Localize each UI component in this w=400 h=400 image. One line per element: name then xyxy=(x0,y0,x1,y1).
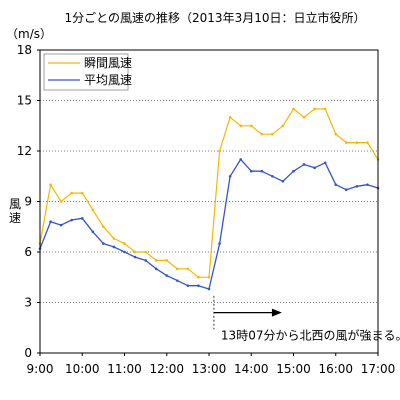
data-point-0 xyxy=(102,225,105,229)
data-point-0 xyxy=(91,208,95,212)
data-point-0 xyxy=(334,132,338,136)
legend-box xyxy=(43,53,129,91)
data-point-1 xyxy=(292,169,295,173)
y-axis-unit: （m/s） xyxy=(6,27,52,41)
x-tick-label: 17:00 xyxy=(361,362,396,376)
data-point-1 xyxy=(239,158,242,161)
annotation: 13時07分から北西の風が強まる。 xyxy=(213,295,400,343)
data-point-1 xyxy=(323,161,327,165)
y-tick-label: 9 xyxy=(24,195,32,209)
x-tick-label: 15:00 xyxy=(276,362,311,376)
data-point-1 xyxy=(123,250,126,254)
data-point-1 xyxy=(334,183,338,186)
x-tick-label: 12:00 xyxy=(149,362,184,376)
y-tick-label: 15 xyxy=(17,94,32,108)
data-point-0 xyxy=(154,259,158,262)
data-point-0 xyxy=(70,191,73,195)
y-axis-label: 風速 xyxy=(9,197,21,225)
data-point-0 xyxy=(228,116,232,119)
data-point-0 xyxy=(197,275,200,279)
data-point-1 xyxy=(133,255,137,259)
data-point-0 xyxy=(292,107,295,111)
data-point-0 xyxy=(313,107,316,111)
data-point-0 xyxy=(112,237,116,240)
x-tick-label: 10:00 xyxy=(65,362,100,376)
annotation-arrowhead xyxy=(271,308,282,317)
data-point-0 xyxy=(281,124,285,128)
data-point-0 xyxy=(133,250,137,254)
data-point-1 xyxy=(70,218,73,222)
data-point-1 xyxy=(197,284,200,287)
y-tick-label: 18 xyxy=(17,43,32,57)
data-point-1 xyxy=(271,174,274,178)
data-point-0 xyxy=(249,124,253,128)
x-tick-label: 11:00 xyxy=(107,362,142,376)
data-point-1 xyxy=(207,287,211,291)
data-point-1 xyxy=(260,169,264,173)
data-point-1 xyxy=(218,242,221,245)
y-tick-label: 6 xyxy=(24,245,32,259)
series-line-1 xyxy=(39,158,379,290)
y-tick-label: 0 xyxy=(24,346,32,360)
data-point-0 xyxy=(302,116,306,119)
data-point-0 xyxy=(271,132,274,136)
data-point-1 xyxy=(228,174,232,178)
x-tick-label: 14:00 xyxy=(234,362,269,376)
legend: 瞬間風速 平均風速 xyxy=(43,53,132,91)
data-point-1 xyxy=(366,183,369,186)
y-tick-label: 3 xyxy=(24,296,32,310)
data-point-0 xyxy=(176,267,179,271)
data-point-1 xyxy=(49,220,52,223)
gridlines xyxy=(40,100,378,303)
data-point-1 xyxy=(80,217,84,220)
chart-title: 1分ごとの風速の推移（2013年3月10日：日立市役所） xyxy=(65,10,366,25)
annotation-text: 13時07分から北西の風が強まる。 xyxy=(221,328,400,343)
data-point-0 xyxy=(186,267,190,271)
x-axis-ticks: 9:00 10:00 11:00 12:00 13:00 14:00 15:00 16:00 1… xyxy=(27,353,396,376)
y-axis-ticks: 0 3 6 9 12 15 18 xyxy=(17,43,40,360)
data-point-1 xyxy=(355,185,359,188)
data-point-1 xyxy=(59,223,63,227)
data-point-0 xyxy=(355,141,359,144)
y-tick-label: 12 xyxy=(17,144,32,158)
data-point-0 xyxy=(323,107,327,111)
data-point-0 xyxy=(144,250,147,254)
x-tick-label: 9:00 xyxy=(27,362,54,376)
data-point-0 xyxy=(123,242,126,245)
x-tick-label: 13:00 xyxy=(192,362,227,376)
data-point-1 xyxy=(165,274,169,277)
data-point-0 xyxy=(80,191,84,195)
data-point-1 xyxy=(176,279,179,282)
data-point-1 xyxy=(102,242,105,245)
data-point-1 xyxy=(345,188,348,192)
data-point-1 xyxy=(249,169,253,173)
data-point-1 xyxy=(91,230,95,234)
data-point-0 xyxy=(260,132,264,136)
series-layer xyxy=(38,107,380,291)
data-point-1 xyxy=(144,259,147,262)
data-point-0 xyxy=(165,259,169,262)
data-point-1 xyxy=(186,284,190,287)
data-point-1 xyxy=(112,245,116,249)
data-point-1 xyxy=(281,180,285,183)
data-point-0 xyxy=(366,141,369,144)
legend-label-instant: 瞬間風速 xyxy=(84,56,132,70)
data-point-0 xyxy=(218,149,221,153)
x-tick-label: 16:00 xyxy=(318,362,353,376)
data-point-0 xyxy=(345,141,348,144)
legend-label-average: 平均風速 xyxy=(84,73,132,87)
data-point-1 xyxy=(313,166,316,170)
data-point-0 xyxy=(59,200,63,203)
data-point-0 xyxy=(207,275,211,279)
data-point-0 xyxy=(49,183,52,186)
data-point-0 xyxy=(239,124,242,128)
data-point-1 xyxy=(154,267,158,271)
data-point-1 xyxy=(302,163,306,166)
